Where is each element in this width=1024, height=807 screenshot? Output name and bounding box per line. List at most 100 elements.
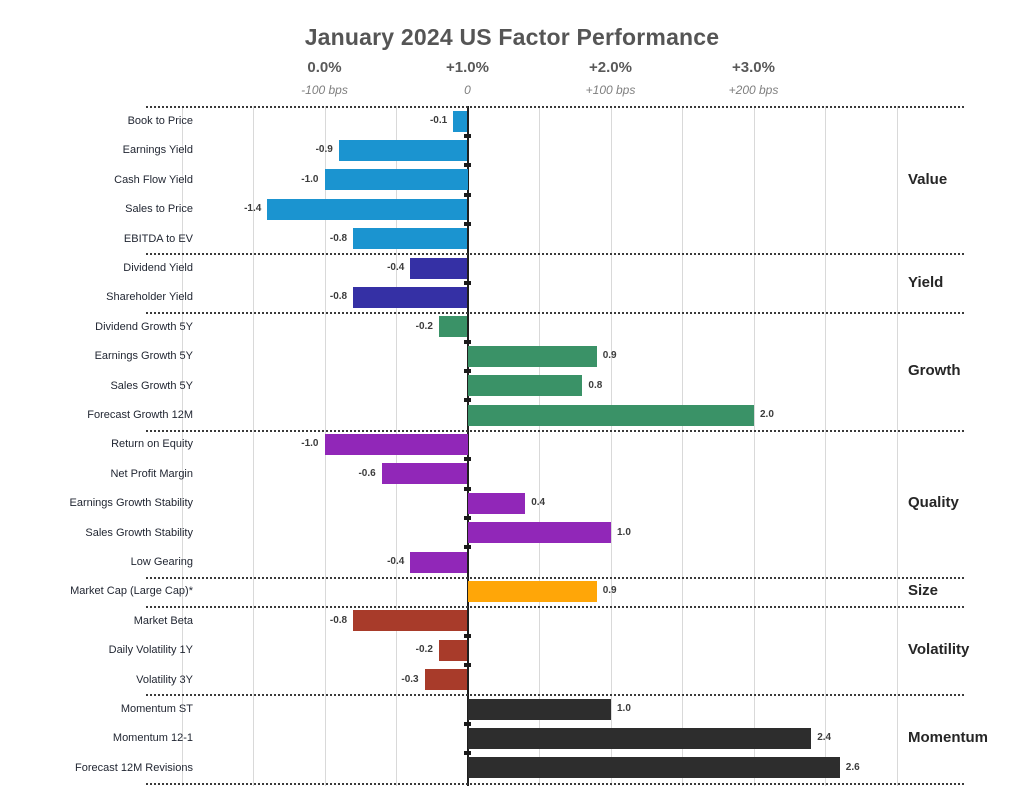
category-label-forecast-12m-revisions: Forecast 12M Revisions	[75, 761, 193, 774]
value-label-forecast-growth-12m: 2.0	[760, 409, 774, 420]
group-separator-line	[146, 429, 964, 432]
group-separator-line	[146, 576, 964, 579]
group-label-size: Size	[908, 582, 939, 600]
value-label-earnings-growth-stability: 0.4	[531, 497, 546, 509]
category-label-momentum-st: Momentum ST	[120, 703, 193, 715]
axis-bps-label: +200 bps	[728, 83, 779, 97]
bar-daily-volatility-1y	[438, 639, 468, 661]
bar-return-on-equity	[324, 433, 468, 455]
axis-tick	[464, 368, 471, 373]
value-label-earnings-growth-5y: 0.9	[602, 350, 617, 362]
value-label-forecast-12m-revisions: 2.6	[845, 761, 860, 773]
chart-title: January 2024 US Factor Performance	[304, 24, 720, 50]
axis-tick	[464, 163, 471, 168]
bar-book-to-price	[453, 110, 468, 132]
category-label-shareholder-yield: Shareholder Yield	[106, 291, 193, 304]
bar-dividend-yield	[410, 257, 468, 279]
value-label-dividend-growth-5y: -0.2	[415, 320, 433, 332]
gridline	[253, 106, 254, 786]
bar-volatility-3y	[424, 669, 468, 691]
axis-tick	[464, 192, 471, 197]
axis-percent-label: +1.0%	[446, 59, 489, 76]
axis-tick	[464, 662, 471, 667]
category-label-cash-flow-yield: Cash Flow Yield	[114, 173, 193, 186]
category-label-return-on-equity: Return on Equity	[111, 438, 193, 451]
axis-tick	[464, 486, 471, 491]
axis-tick	[464, 751, 471, 756]
bar-market-cap-large-cap	[468, 580, 597, 602]
group-label-volatility: Volatility	[908, 641, 970, 659]
value-label-market-beta: -0.8	[329, 614, 348, 626]
value-label-sales-growth-stability: 1.0	[617, 526, 631, 538]
bar-net-profit-margin	[381, 463, 468, 485]
axis-tick	[464, 133, 471, 138]
group-separator-line	[146, 312, 964, 315]
bar-sales-growth-stability	[468, 522, 611, 544]
value-label-low-gearing: -0.4	[387, 556, 405, 567]
group-label-growth: Growth	[908, 361, 961, 379]
gridline	[539, 106, 540, 786]
category-label-book-to-price: Book to Price	[127, 115, 193, 127]
bar-cash-flow-yield	[324, 169, 468, 191]
category-label-net-profit-margin: Net Profit Margin	[110, 467, 193, 480]
bar-ebitda-to-ev	[353, 228, 468, 250]
category-label-dividend-growth-5y: Dividend Growth 5Y	[95, 320, 193, 333]
axis-percent-label: +2.0%	[589, 59, 632, 76]
group-label-momentum: Momentum	[908, 729, 988, 747]
axis-bps-label: -100 bps	[301, 83, 348, 97]
category-label-ebitda-to-ev: EBITDA to EV	[123, 232, 193, 245]
group-separator-line	[146, 606, 964, 609]
group-separator-line	[146, 253, 964, 256]
bar-forecast-12m-revisions	[468, 757, 840, 779]
gridline	[896, 106, 898, 786]
category-label-daily-volatility-1y: Daily Volatility 1Y	[108, 644, 193, 657]
value-label-momentum-st: 1.0	[617, 703, 631, 714]
value-label-sales-to-price: -1.4	[244, 203, 262, 215]
group-label-quality: Quality	[908, 494, 959, 512]
axis-bps-label: +100 bps	[585, 83, 636, 97]
category-label-market-cap-large-cap: Market Cap (Large Cap)*	[70, 585, 193, 598]
value-label-market-cap-large-cap: 0.9	[602, 585, 617, 597]
value-label-dividend-yield: -0.4	[387, 262, 405, 273]
value-label-net-profit-margin: -0.6	[358, 467, 376, 479]
bar-low-gearing	[410, 551, 468, 573]
bar-earnings-growth-stability	[468, 492, 526, 514]
axis-tick	[464, 339, 471, 344]
bar-forecast-growth-12m	[468, 404, 754, 426]
value-label-ebitda-to-ev: -0.8	[329, 232, 348, 244]
axis-percent-label: 0.0%	[307, 59, 342, 76]
gridline	[825, 106, 826, 786]
category-label-dividend-yield: Dividend Yield	[123, 262, 193, 274]
value-label-book-to-price: -0.1	[429, 115, 448, 126]
value-label-cash-flow-yield: -1.0	[301, 173, 319, 185]
zero-axis-line	[466, 106, 469, 786]
bar-earnings-yield	[338, 139, 468, 161]
bar-dividend-growth-5y	[438, 316, 468, 338]
gridline	[181, 106, 183, 786]
bar-momentum-12-1	[468, 727, 812, 749]
value-label-volatility-3y: -0.3	[401, 673, 419, 685]
value-label-return-on-equity: -1.0	[301, 438, 319, 450]
value-label-momentum-12-1: 2.4	[817, 732, 832, 744]
category-label-sales-growth-stability: Sales Growth Stability	[85, 526, 193, 539]
value-label-daily-volatility-1y: -0.2	[415, 644, 433, 656]
category-label-sales-growth-5y: Sales Growth 5Y	[110, 379, 193, 392]
group-label-yield: Yield	[908, 273, 944, 291]
bar-momentum-st	[468, 698, 611, 720]
axis-tick	[464, 545, 471, 550]
axis-bps-label: 0	[464, 83, 471, 97]
gridline	[610, 106, 612, 786]
bar-sales-growth-5y	[468, 375, 583, 397]
category-label-low-gearing: Low Gearing	[130, 556, 193, 568]
group-separator-line	[146, 782, 964, 785]
bar-market-beta	[353, 610, 468, 632]
category-label-volatility-3y: Volatility 3Y	[136, 673, 193, 686]
value-label-shareholder-yield: -0.8	[329, 291, 348, 303]
axis-tick	[464, 280, 471, 285]
gridline	[682, 106, 683, 786]
category-label-market-beta: Market Beta	[133, 614, 193, 627]
axis-tick	[464, 721, 471, 726]
category-label-forecast-growth-12m: Forecast Growth 12M	[87, 409, 193, 421]
axis-percent-label: +3.0%	[732, 59, 775, 76]
group-separator-line	[146, 106, 964, 109]
